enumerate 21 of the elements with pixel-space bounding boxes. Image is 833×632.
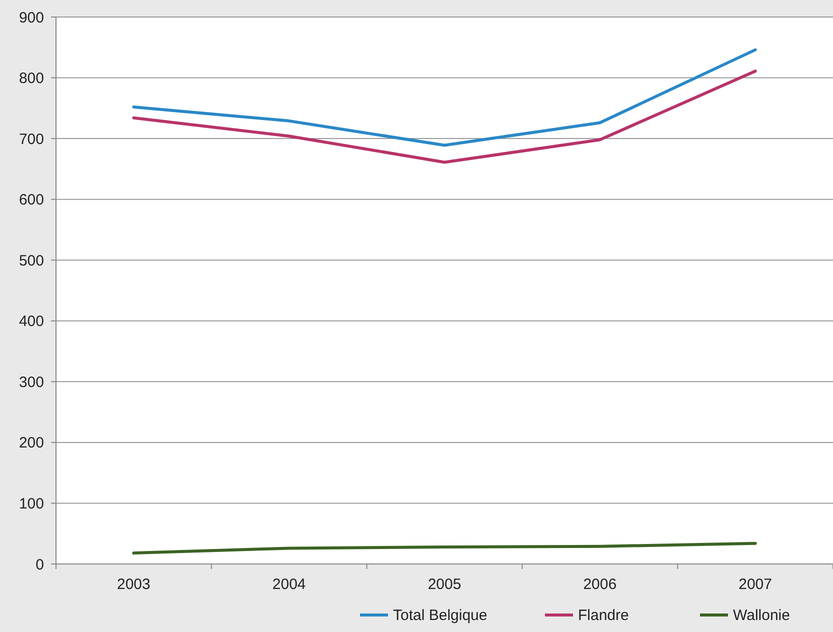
x-tick-label: 2004 <box>272 576 306 593</box>
x-tick-label: 2003 <box>117 576 150 593</box>
line-series <box>132 542 757 555</box>
y-tick-label: 100 <box>18 495 44 512</box>
line-series <box>132 70 757 164</box>
y-tick-label: 900 <box>18 9 44 26</box>
legend-label: Total Belgique <box>393 607 488 624</box>
y-tick-label: 0 <box>36 556 44 574</box>
y-tick-label: 400 <box>18 313 44 330</box>
x-tick-label: 2007 <box>738 576 772 593</box>
y-tick-label: 800 <box>18 70 44 88</box>
y-tick-label: 600 <box>18 192 44 209</box>
y-tick-label: 200 <box>18 434 44 452</box>
y-tick-label: 500 <box>18 252 44 270</box>
x-tick-label: 2006 <box>583 576 617 593</box>
legend-label: Flandre <box>578 607 629 624</box>
line-series <box>132 48 757 147</box>
legend-label: Wallonie <box>733 607 790 624</box>
y-tick-label: 300 <box>18 374 44 391</box>
x-tick-label: 2005 <box>428 576 462 593</box>
y-tick-label: 700 <box>18 130 44 148</box>
